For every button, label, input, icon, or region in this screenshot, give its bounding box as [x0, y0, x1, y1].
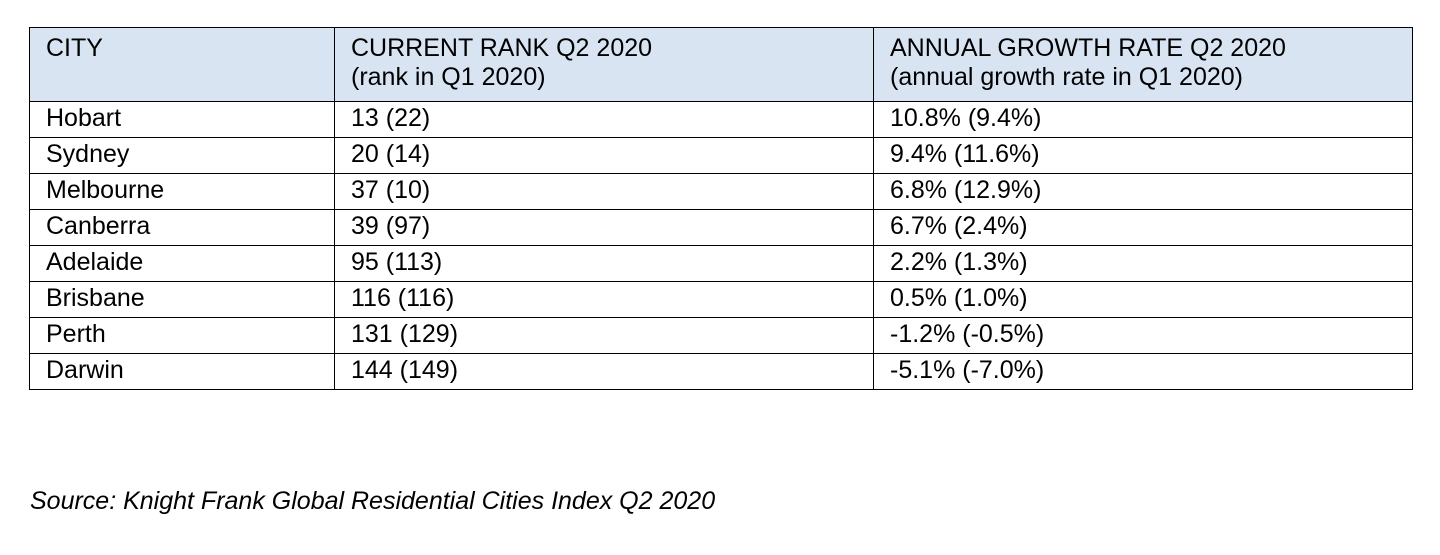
cell-rank: 39 (97)	[334, 209, 874, 246]
cell-city: Perth	[29, 317, 335, 354]
cell-rank: 131 (129)	[334, 317, 874, 354]
table-body: Hobart 13 (22) 10.8% (9.4%) Sydney 20 (1…	[29, 101, 1413, 390]
cell-growth: 9.4% (11.6%)	[873, 137, 1413, 174]
header-current-rank: CURRENT RANK Q2 2020 (rank in Q1 2020)	[334, 27, 874, 102]
cell-growth: 2.2% (1.3%)	[873, 245, 1413, 282]
cell-growth: -1.2% (-0.5%)	[873, 317, 1413, 354]
cell-rank: 37 (10)	[334, 173, 874, 210]
cell-rank: 20 (14)	[334, 137, 874, 174]
header-row: CITY CURRENT RANK Q2 2020 (rank in Q1 20…	[29, 27, 1413, 102]
table-row: Adelaide 95 (113) 2.2% (1.3%)	[29, 245, 1413, 282]
table-row: Canberra 39 (97) 6.7% (2.4%)	[29, 209, 1413, 246]
cell-city: Adelaide	[29, 245, 335, 282]
cell-growth: 6.7% (2.4%)	[873, 209, 1413, 246]
header-current-rank-line1: CURRENT RANK Q2 2020	[351, 34, 653, 62]
header-annual-growth-line1: ANNUAL GROWTH RATE Q2 2020	[890, 34, 1286, 62]
header-city: CITY	[29, 27, 335, 102]
table-header: CITY CURRENT RANK Q2 2020 (rank in Q1 20…	[29, 27, 1413, 102]
cell-city: Melbourne	[29, 173, 335, 210]
cell-rank: 116 (116)	[334, 281, 874, 318]
header-annual-growth: ANNUAL GROWTH RATE Q2 2020 (annual growt…	[873, 27, 1413, 102]
table-row: Sydney 20 (14) 9.4% (11.6%)	[29, 137, 1413, 174]
cell-growth: 0.5% (1.0%)	[873, 281, 1413, 318]
cell-city: Darwin	[29, 353, 335, 390]
city-ranking-table: CITY CURRENT RANK Q2 2020 (rank in Q1 20…	[29, 27, 1413, 390]
table-row: Melbourne 37 (10) 6.8% (12.9%)	[29, 173, 1413, 210]
cell-growth: 10.8% (9.4%)	[873, 101, 1413, 138]
table-row: Perth 131 (129) -1.2% (-0.5%)	[29, 317, 1413, 354]
header-city-line1: CITY	[46, 34, 103, 62]
source-note: Source: Knight Frank Global Residential …	[30, 487, 716, 515]
cell-city: Sydney	[29, 137, 335, 174]
cell-rank: 144 (149)	[334, 353, 874, 390]
cell-city: Brisbane	[29, 281, 335, 318]
cell-city: Canberra	[29, 209, 335, 246]
table-row: Brisbane 116 (116) 0.5% (1.0%)	[29, 281, 1413, 318]
cell-growth: 6.8% (12.9%)	[873, 173, 1413, 210]
header-current-rank-line2: (rank in Q1 2020)	[351, 63, 546, 91]
cell-rank: 95 (113)	[334, 245, 874, 282]
cell-rank: 13 (22)	[334, 101, 874, 138]
table-row: Hobart 13 (22) 10.8% (9.4%)	[29, 101, 1413, 138]
table-row: Darwin 144 (149) -5.1% (-7.0%)	[29, 353, 1413, 390]
header-annual-growth-line2: (annual growth rate in Q1 2020)	[890, 63, 1243, 91]
cell-city: Hobart	[29, 101, 335, 138]
cell-growth: -5.1% (-7.0%)	[873, 353, 1413, 390]
